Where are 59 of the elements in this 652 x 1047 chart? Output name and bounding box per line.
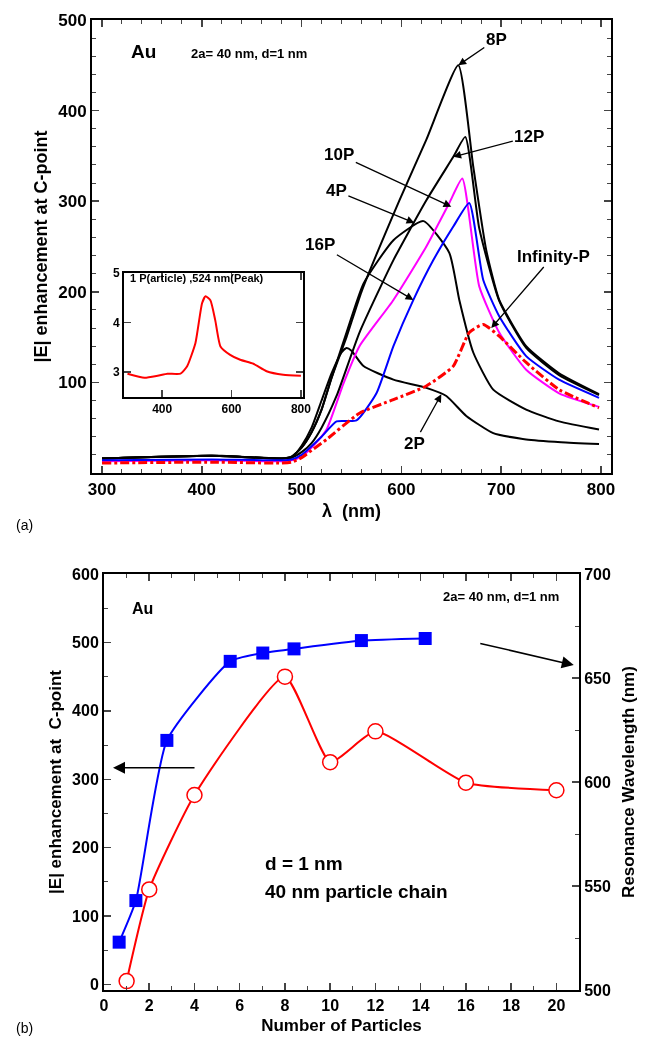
y-tick-label: 100 (72, 907, 99, 925)
y-tick-label: 600 (72, 565, 99, 583)
x-tick-label: 12 (366, 997, 385, 1015)
annotation: 2P (404, 434, 425, 453)
x-tick-label: 600 (221, 402, 242, 417)
x-tick-label: 8 (280, 997, 290, 1015)
x-axis-title: λ (nm) (321, 501, 382, 521)
x-tick-label: 800 (586, 480, 616, 500)
y-tick-label: 100 (58, 373, 87, 393)
annotation: Au (131, 41, 157, 62)
annotation: 8P (486, 30, 507, 49)
annotation: 2a= 40 nm, d=1 nm (443, 589, 560, 604)
annotation: 4P (326, 181, 347, 200)
x-tick-label: 400 (187, 480, 216, 500)
annotation: 12P (514, 127, 545, 146)
annotation: 1 P(article) ,524 nm(Peak) (130, 272, 264, 284)
annotation: 40 nm particle chain (265, 881, 448, 902)
text: (a) (16, 517, 34, 533)
y-tick-label: 400 (72, 702, 99, 720)
x-tick-label: 16 (457, 997, 475, 1015)
y-axis-title: |E| enhancement at C-point (46, 669, 66, 894)
annotation: Au (132, 600, 154, 617)
x-axis-title: Number of Particles (261, 1016, 422, 1036)
y-tick-label: 200 (58, 282, 87, 302)
x-tick-label: 700 (487, 480, 516, 500)
annotation: d = 1 nm (265, 853, 343, 874)
x-tick-label: 18 (502, 997, 521, 1015)
y2-tick-label: 700 (584, 565, 611, 583)
x-tick-label: 800 (290, 402, 312, 417)
y-tick-label: 300 (72, 770, 99, 788)
x-tick-label: 500 (287, 480, 316, 500)
x-tick-label: 2 (144, 997, 154, 1015)
y-tick-label: 200 (72, 839, 99, 857)
y-tick-label: 500 (72, 634, 99, 652)
y-tick-label: 3 (112, 365, 120, 380)
y-tick-label: 4 (112, 315, 120, 330)
y2-tick-label: 500 (584, 981, 611, 999)
x-tick-label: 10 (321, 997, 340, 1015)
y-tick-label: 5 (112, 266, 120, 281)
y-axis-title: |E| enhancement at C-point (30, 130, 51, 363)
annotation: 16P (305, 235, 336, 254)
y2-tick-label: 650 (584, 669, 611, 687)
y-tick-label: 500 (58, 10, 87, 30)
x-tick-label: 20 (547, 997, 566, 1015)
y2-tick-label: 600 (584, 773, 611, 791)
x-tick-label: 14 (411, 997, 430, 1015)
x-tick-label: 4 (190, 997, 200, 1015)
y-tick-label: 300 (58, 192, 87, 212)
annotation: 2a= 40 nm, d=1 nm (191, 46, 308, 61)
x-tick-label: 400 (152, 402, 173, 417)
annotation: Infinity-P (517, 247, 590, 266)
annotation: 10P (324, 145, 355, 164)
x-tick-label: 6 (235, 997, 245, 1015)
y-tick-label: 0 (89, 976, 99, 994)
text: (b) (16, 1020, 34, 1036)
y2-axis-title: Resonance Wavelength (nm) (618, 666, 638, 898)
y-tick-label: 400 (58, 101, 87, 121)
x-tick-label: 600 (387, 480, 416, 500)
y2-tick-label: 550 (584, 877, 611, 895)
